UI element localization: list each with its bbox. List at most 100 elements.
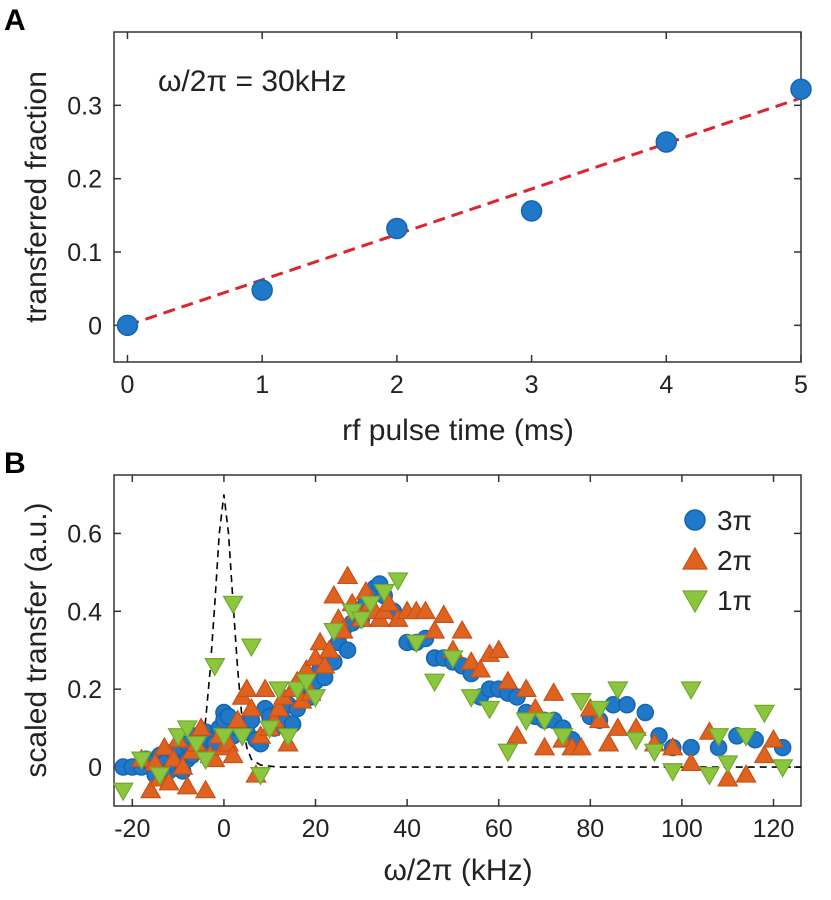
series-triangle-down	[112, 572, 794, 802]
panel-b-point-triangle-up	[497, 670, 519, 690]
panel-b-point-circle	[338, 641, 357, 659]
panel-b-point-triangle-down	[112, 782, 134, 802]
panel-a-x-tick-label: 2	[390, 371, 404, 399]
panel-b-point-triangle-up	[515, 678, 537, 697]
panel-b-point-triangle-down	[698, 767, 721, 786]
panel-b-point-triangle-up	[314, 655, 336, 674]
panel-b-letter: B	[4, 447, 26, 480]
panel-a-y-label: transferred fraction	[20, 71, 53, 323]
panel-a-x-tick-label: 3	[525, 371, 539, 399]
panel-b-point-triangle-up	[378, 592, 400, 612]
panel-b-point-triangle-down	[213, 728, 235, 747]
panel-b-point-triangle-down	[607, 681, 629, 700]
panel-b-point-triangle-down	[204, 658, 226, 677]
panel-b-point-triangle-down	[240, 638, 263, 658]
panel-a-letter: A	[4, 4, 26, 37]
panel-b-x-label: ω/2π (kHz)	[383, 854, 532, 887]
panel-a-y-ticks: 0 0.1 0.2 0.3	[67, 92, 801, 340]
panel-b-point-triangle-down	[707, 728, 730, 747]
panel-b-y-tick-label: 0	[88, 754, 102, 782]
panel-b-point-triangle-up	[336, 565, 359, 585]
panel-b-x-tick-label: 40	[393, 815, 421, 843]
panel-b-point-triangle-up	[414, 600, 437, 620]
panel-a-points	[116, 78, 812, 337]
panel-b-point-triangle-down	[185, 735, 208, 755]
panel-b: B -20 0 20 40 60 80 100 120 0 0.2 0.4 0.6 3π 2π 1π ω…	[4, 447, 802, 887]
panel-a-x-label: rf pulse time (ms)	[342, 414, 574, 447]
panel-b-x-tick-label: 80	[576, 815, 604, 843]
panel-b-point-triangle-down	[515, 712, 537, 732]
panel-b-point-triangle-down	[286, 681, 308, 700]
panel-a-y-tick-label: 0.1	[67, 239, 102, 267]
panel-b-point-triangle-up	[451, 619, 473, 639]
panel-b-x-tick-label: 100	[661, 815, 703, 843]
panel-b-point-triangle-down	[497, 743, 519, 763]
panel-b-point-triangle-up	[222, 744, 244, 764]
panel-b-point-circle	[618, 696, 636, 714]
panel-a: A 0 1 2 3 4 5 0 0.1 0.2 0.3 ω/2π = 30kHz rf puls…	[4, 4, 812, 447]
panel-b-point-triangle-down	[442, 650, 464, 669]
panel-b-x-tick-label: 0	[217, 815, 231, 843]
panel-b-point-triangle-down	[304, 689, 327, 708]
panel-b-point-triangle-up	[543, 682, 565, 701]
panel-b-point-triangle-up	[598, 732, 620, 752]
panel-b-point-triangle-up	[158, 771, 180, 791]
panel-b-point-circle	[636, 703, 655, 722]
panel-b-x-tick-label: 60	[485, 815, 513, 843]
panel-b-point-triangle-down	[478, 700, 501, 720]
panel-b-points	[112, 565, 794, 802]
legend-label: 3π	[717, 505, 752, 536]
panel-a-point	[386, 217, 408, 240]
panel-b-point-triangle-down	[149, 767, 171, 786]
panel-b-point-triangle-up	[570, 736, 592, 756]
panel-b-point-triangle-up	[309, 631, 331, 651]
panel-a-point	[251, 279, 273, 301]
panel-b-point-triangle-down	[194, 751, 217, 771]
panel-b-y-tick-label: 0.6	[67, 520, 102, 548]
panel-b-point-triangle-up	[268, 697, 290, 717]
panel-b-point-triangle-down	[222, 595, 244, 615]
panel-a-point	[520, 200, 543, 222]
panel-a-point	[655, 131, 678, 153]
panel-b-point-triangle-up	[176, 775, 198, 795]
panel-b-point-triangle-down	[259, 720, 281, 739]
panel-b-axes-box	[113, 474, 802, 807]
panel-b-point-triangle-up	[140, 779, 162, 799]
panel-b-point-triangle-up	[488, 639, 510, 659]
panel-b-point-triangle-down	[570, 693, 592, 712]
panel-a-fit	[126, 96, 802, 327]
panel-b-point-triangle-up	[680, 752, 702, 771]
legend-label: 2π	[717, 545, 752, 576]
panel-b-point-triangle-down	[735, 728, 757, 747]
panel-b-point-triangle-down	[373, 584, 395, 603]
panel-a-point	[790, 78, 812, 100]
panel-b-legend: 3π 2π 1π	[681, 505, 752, 616]
panel-b-point-triangle-down	[359, 595, 382, 615]
panel-b-point-triangle-up	[533, 736, 556, 756]
panel-a-axes-box	[113, 31, 802, 363]
panel-b-point-triangle-up	[194, 779, 217, 799]
legend-marker-triangle-down	[681, 590, 709, 614]
panel-b-point-triangle-up	[162, 748, 185, 768]
panel-b-point-triangle-down	[350, 611, 372, 630]
panel-b-point-triangle-down	[387, 572, 409, 591]
panel-b-point-triangle-down	[323, 622, 345, 642]
panel-b-point-triangle-down	[625, 731, 647, 751]
panel-b-point-triangle-down	[533, 712, 556, 732]
panel-b-point-triangle-up	[717, 767, 739, 787]
panel-b-x-tick-label: 120	[753, 815, 795, 843]
panel-b-y-tick-label: 0.2	[67, 676, 102, 704]
panel-b-point-triangle-up	[240, 697, 263, 717]
panel-a-x-tick-label: 5	[794, 371, 808, 399]
panel-b-point-triangle-up	[460, 651, 482, 670]
panel-b-y-ticks: 0 0.2 0.4 0.6	[67, 520, 801, 782]
panel-b-point-triangle-down	[753, 704, 775, 724]
panel-a-point	[116, 314, 139, 337]
panel-b-point-triangle-up	[469, 658, 492, 678]
panel-b-point-triangle-up	[735, 764, 757, 783]
panel-b-point-triangle-up	[607, 717, 629, 736]
legend-marker-circle	[684, 509, 706, 531]
panel-b-point-triangle-up	[323, 584, 345, 604]
panel-b-x-tick-label: 20	[302, 815, 330, 843]
panel-b-point-triangle-up	[254, 678, 276, 697]
